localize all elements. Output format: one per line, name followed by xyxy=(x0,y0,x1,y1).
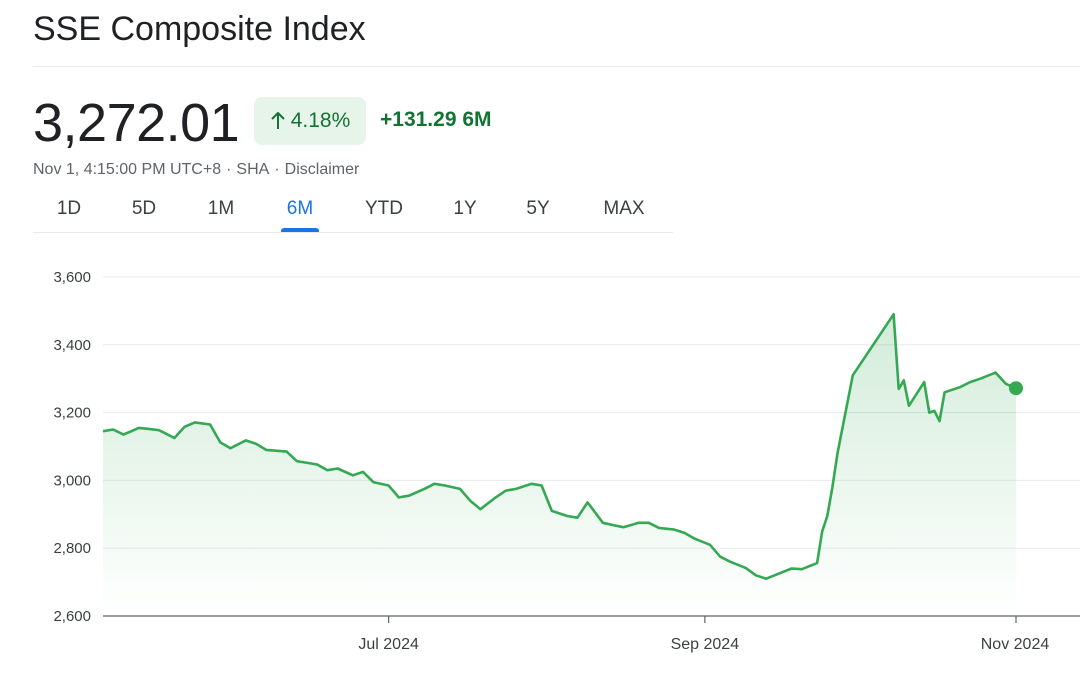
meta-separator: · xyxy=(274,161,280,178)
change-period-label: 6M xyxy=(462,108,492,131)
y-tick-label: 2,800 xyxy=(53,540,91,557)
exchange-label: SHA xyxy=(236,161,270,178)
x-tick-label: Jul 2024 xyxy=(358,636,419,653)
absolute-change: +131.29 6M xyxy=(380,108,492,132)
active-tab-indicator xyxy=(281,228,319,232)
quote-timestamp: Nov 1, 4:15:00 PM UTC+8 xyxy=(33,161,222,178)
price-area-fill xyxy=(103,314,1016,616)
percent-change-value: 4.18% xyxy=(290,109,351,132)
tab-1y[interactable]: 1Y xyxy=(453,198,477,219)
tab-6m[interactable]: 6M xyxy=(286,198,314,219)
y-tick-label: 3,200 xyxy=(53,405,91,422)
y-tick-label: 3,600 xyxy=(53,269,91,286)
y-tick-label: 2,600 xyxy=(53,608,91,625)
price-chart[interactable]: 2,600 2,800 3,000 3,200 3,400 3,600 Jul 2024 S… xyxy=(0,250,1080,670)
x-tick-label: Nov 2024 xyxy=(981,636,1050,653)
page-title: SSE Composite Index xyxy=(33,10,366,48)
tab-5d[interactable]: 5D xyxy=(131,198,157,219)
tab-5y[interactable]: 5Y xyxy=(526,198,550,219)
quote-meta: Nov 1, 4:15:00 PM UTC+8 · SHA · Disclaimer xyxy=(33,161,359,179)
price-line xyxy=(102,313,1017,580)
meta-separator: · xyxy=(226,161,232,178)
arrow-up-icon xyxy=(271,112,285,129)
percent-change-badge: 4.18% xyxy=(254,97,366,145)
x-axis-ticks: Jul 2024 Sep 2024 Nov 2024 xyxy=(358,616,1049,653)
time-range-tabs: 1D 5D 1M 6M YTD 1Y 5Y MAX xyxy=(33,198,673,233)
y-tick-label: 3,400 xyxy=(53,337,91,354)
tab-1d[interactable]: 1D xyxy=(56,198,82,219)
tab-1m[interactable]: 1M xyxy=(207,198,235,219)
last-price-marker xyxy=(1009,381,1023,396)
disclaimer-link[interactable]: Disclaimer xyxy=(284,161,360,178)
y-tick-label: 3,000 xyxy=(53,472,91,489)
y-axis-ticks: 2,600 2,800 3,000 3,200 3,400 3,600 xyxy=(53,269,91,625)
tab-ytd[interactable]: YTD xyxy=(365,198,403,219)
title-divider xyxy=(33,66,1080,67)
current-price: 3,272.01 xyxy=(33,93,240,153)
absolute-change-value: +131.29 xyxy=(380,108,457,131)
x-tick-label: Sep 2024 xyxy=(671,636,740,653)
tab-max[interactable]: MAX xyxy=(603,198,645,219)
